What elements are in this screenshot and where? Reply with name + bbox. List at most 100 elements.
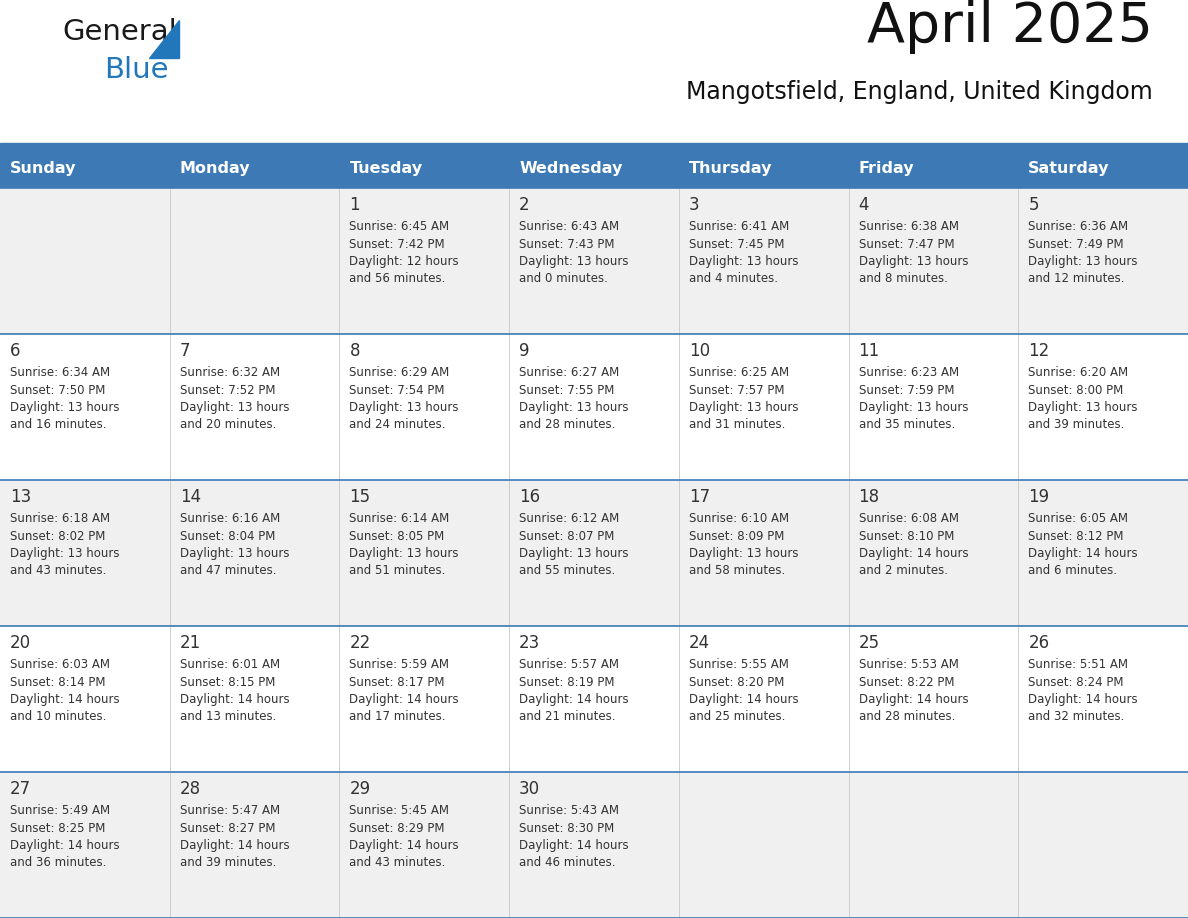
Text: and 46 minutes.: and 46 minutes. xyxy=(519,856,615,869)
Text: Daylight: 13 hours: Daylight: 13 hours xyxy=(1029,401,1138,414)
Text: Daylight: 14 hours: Daylight: 14 hours xyxy=(689,693,798,706)
Text: Sunset: 8:17 PM: Sunset: 8:17 PM xyxy=(349,676,446,688)
Text: Sunset: 7:42 PM: Sunset: 7:42 PM xyxy=(349,238,446,251)
Bar xyxy=(1018,334,1188,480)
Text: Sunrise: 6:45 AM: Sunrise: 6:45 AM xyxy=(349,220,449,233)
Text: Sunrise: 6:14 AM: Sunrise: 6:14 AM xyxy=(349,512,450,525)
Text: Sunset: 8:07 PM: Sunset: 8:07 PM xyxy=(519,530,614,543)
Text: Sunrise: 6:25 AM: Sunrise: 6:25 AM xyxy=(689,366,789,379)
Text: Sunset: 8:10 PM: Sunset: 8:10 PM xyxy=(859,530,954,543)
Text: and 28 minutes.: and 28 minutes. xyxy=(859,711,955,723)
Text: Sunrise: 6:29 AM: Sunrise: 6:29 AM xyxy=(349,366,450,379)
Text: and 31 minutes.: and 31 minutes. xyxy=(689,419,785,431)
Text: Sunrise: 6:38 AM: Sunrise: 6:38 AM xyxy=(859,220,959,233)
Text: 20: 20 xyxy=(10,634,31,652)
Text: Sunset: 8:09 PM: Sunset: 8:09 PM xyxy=(689,530,784,543)
Text: and 56 minutes.: and 56 minutes. xyxy=(349,273,446,285)
Text: Sunset: 8:00 PM: Sunset: 8:00 PM xyxy=(1029,384,1124,397)
Bar xyxy=(0,480,170,626)
Text: Daylight: 14 hours: Daylight: 14 hours xyxy=(10,693,120,706)
Bar xyxy=(0,334,170,480)
Text: 13: 13 xyxy=(10,488,31,506)
Text: and 21 minutes.: and 21 minutes. xyxy=(519,711,615,723)
Bar xyxy=(678,188,848,334)
Bar xyxy=(678,480,848,626)
Bar xyxy=(678,148,848,188)
Bar xyxy=(510,148,678,188)
Bar xyxy=(848,148,1018,188)
Text: and 35 minutes.: and 35 minutes. xyxy=(859,419,955,431)
Text: Daylight: 13 hours: Daylight: 13 hours xyxy=(349,547,459,560)
Text: and 8 minutes.: and 8 minutes. xyxy=(859,273,948,285)
Text: Sunrise: 6:05 AM: Sunrise: 6:05 AM xyxy=(1029,512,1129,525)
Bar xyxy=(340,772,510,918)
Bar xyxy=(510,334,678,480)
Text: and 43 minutes.: and 43 minutes. xyxy=(10,565,107,577)
Bar xyxy=(848,626,1018,772)
Text: 5: 5 xyxy=(1029,196,1038,214)
Bar xyxy=(1018,148,1188,188)
Text: Sunrise: 6:43 AM: Sunrise: 6:43 AM xyxy=(519,220,619,233)
Bar xyxy=(678,772,848,918)
Text: Daylight: 14 hours: Daylight: 14 hours xyxy=(519,839,628,852)
Text: 27: 27 xyxy=(10,780,31,798)
Text: and 47 minutes.: and 47 minutes. xyxy=(179,565,277,577)
Bar xyxy=(510,772,678,918)
Text: Blue: Blue xyxy=(105,56,169,84)
Text: Daylight: 14 hours: Daylight: 14 hours xyxy=(859,547,968,560)
Text: Daylight: 13 hours: Daylight: 13 hours xyxy=(689,401,798,414)
Text: Daylight: 13 hours: Daylight: 13 hours xyxy=(10,547,120,560)
Text: Daylight: 14 hours: Daylight: 14 hours xyxy=(179,693,290,706)
Text: Daylight: 14 hours: Daylight: 14 hours xyxy=(349,693,459,706)
Text: Sunset: 8:25 PM: Sunset: 8:25 PM xyxy=(10,822,106,834)
Bar xyxy=(510,626,678,772)
Text: Saturday: Saturday xyxy=(1029,161,1110,175)
Text: and 55 minutes.: and 55 minutes. xyxy=(519,565,615,577)
Text: Sunrise: 6:23 AM: Sunrise: 6:23 AM xyxy=(859,366,959,379)
Text: 22: 22 xyxy=(349,634,371,652)
Text: 12: 12 xyxy=(1029,342,1049,360)
Text: Sunset: 7:49 PM: Sunset: 7:49 PM xyxy=(1029,238,1124,251)
Text: Sunset: 8:12 PM: Sunset: 8:12 PM xyxy=(1029,530,1124,543)
Text: Daylight: 13 hours: Daylight: 13 hours xyxy=(519,255,628,268)
Bar xyxy=(848,772,1018,918)
Text: 18: 18 xyxy=(859,488,879,506)
Text: Sunrise: 5:49 AM: Sunrise: 5:49 AM xyxy=(10,804,110,817)
Text: and 28 minutes.: and 28 minutes. xyxy=(519,419,615,431)
Text: Daylight: 13 hours: Daylight: 13 hours xyxy=(519,547,628,560)
Bar xyxy=(1018,772,1188,918)
Text: Daylight: 14 hours: Daylight: 14 hours xyxy=(10,839,120,852)
Text: 10: 10 xyxy=(689,342,710,360)
Text: Sunrise: 5:51 AM: Sunrise: 5:51 AM xyxy=(1029,658,1129,671)
Bar xyxy=(170,772,340,918)
Text: 2: 2 xyxy=(519,196,530,214)
Text: Sunrise: 6:41 AM: Sunrise: 6:41 AM xyxy=(689,220,789,233)
Text: Sunday: Sunday xyxy=(10,161,76,175)
Text: Daylight: 13 hours: Daylight: 13 hours xyxy=(859,255,968,268)
Text: Daylight: 14 hours: Daylight: 14 hours xyxy=(1029,547,1138,560)
Text: Sunset: 7:57 PM: Sunset: 7:57 PM xyxy=(689,384,784,397)
Text: 3: 3 xyxy=(689,196,700,214)
Text: 19: 19 xyxy=(1029,488,1049,506)
Text: and 0 minutes.: and 0 minutes. xyxy=(519,273,608,285)
Text: 24: 24 xyxy=(689,634,710,652)
Text: Sunset: 7:52 PM: Sunset: 7:52 PM xyxy=(179,384,276,397)
Polygon shape xyxy=(148,20,179,58)
Text: Daylight: 13 hours: Daylight: 13 hours xyxy=(859,401,968,414)
Text: Daylight: 14 hours: Daylight: 14 hours xyxy=(1029,693,1138,706)
Text: and 43 minutes.: and 43 minutes. xyxy=(349,856,446,869)
Text: Sunrise: 5:53 AM: Sunrise: 5:53 AM xyxy=(859,658,959,671)
Text: Sunrise: 6:27 AM: Sunrise: 6:27 AM xyxy=(519,366,619,379)
Text: Sunset: 7:45 PM: Sunset: 7:45 PM xyxy=(689,238,784,251)
Text: 16: 16 xyxy=(519,488,541,506)
Text: Daylight: 14 hours: Daylight: 14 hours xyxy=(349,839,459,852)
Text: Sunset: 8:24 PM: Sunset: 8:24 PM xyxy=(1029,676,1124,688)
Text: Daylight: 12 hours: Daylight: 12 hours xyxy=(349,255,459,268)
Bar xyxy=(1018,188,1188,334)
Bar xyxy=(848,480,1018,626)
Bar xyxy=(340,188,510,334)
Text: Sunset: 8:20 PM: Sunset: 8:20 PM xyxy=(689,676,784,688)
Text: and 39 minutes.: and 39 minutes. xyxy=(1029,419,1125,431)
Bar xyxy=(170,188,340,334)
Text: Friday: Friday xyxy=(859,161,915,175)
